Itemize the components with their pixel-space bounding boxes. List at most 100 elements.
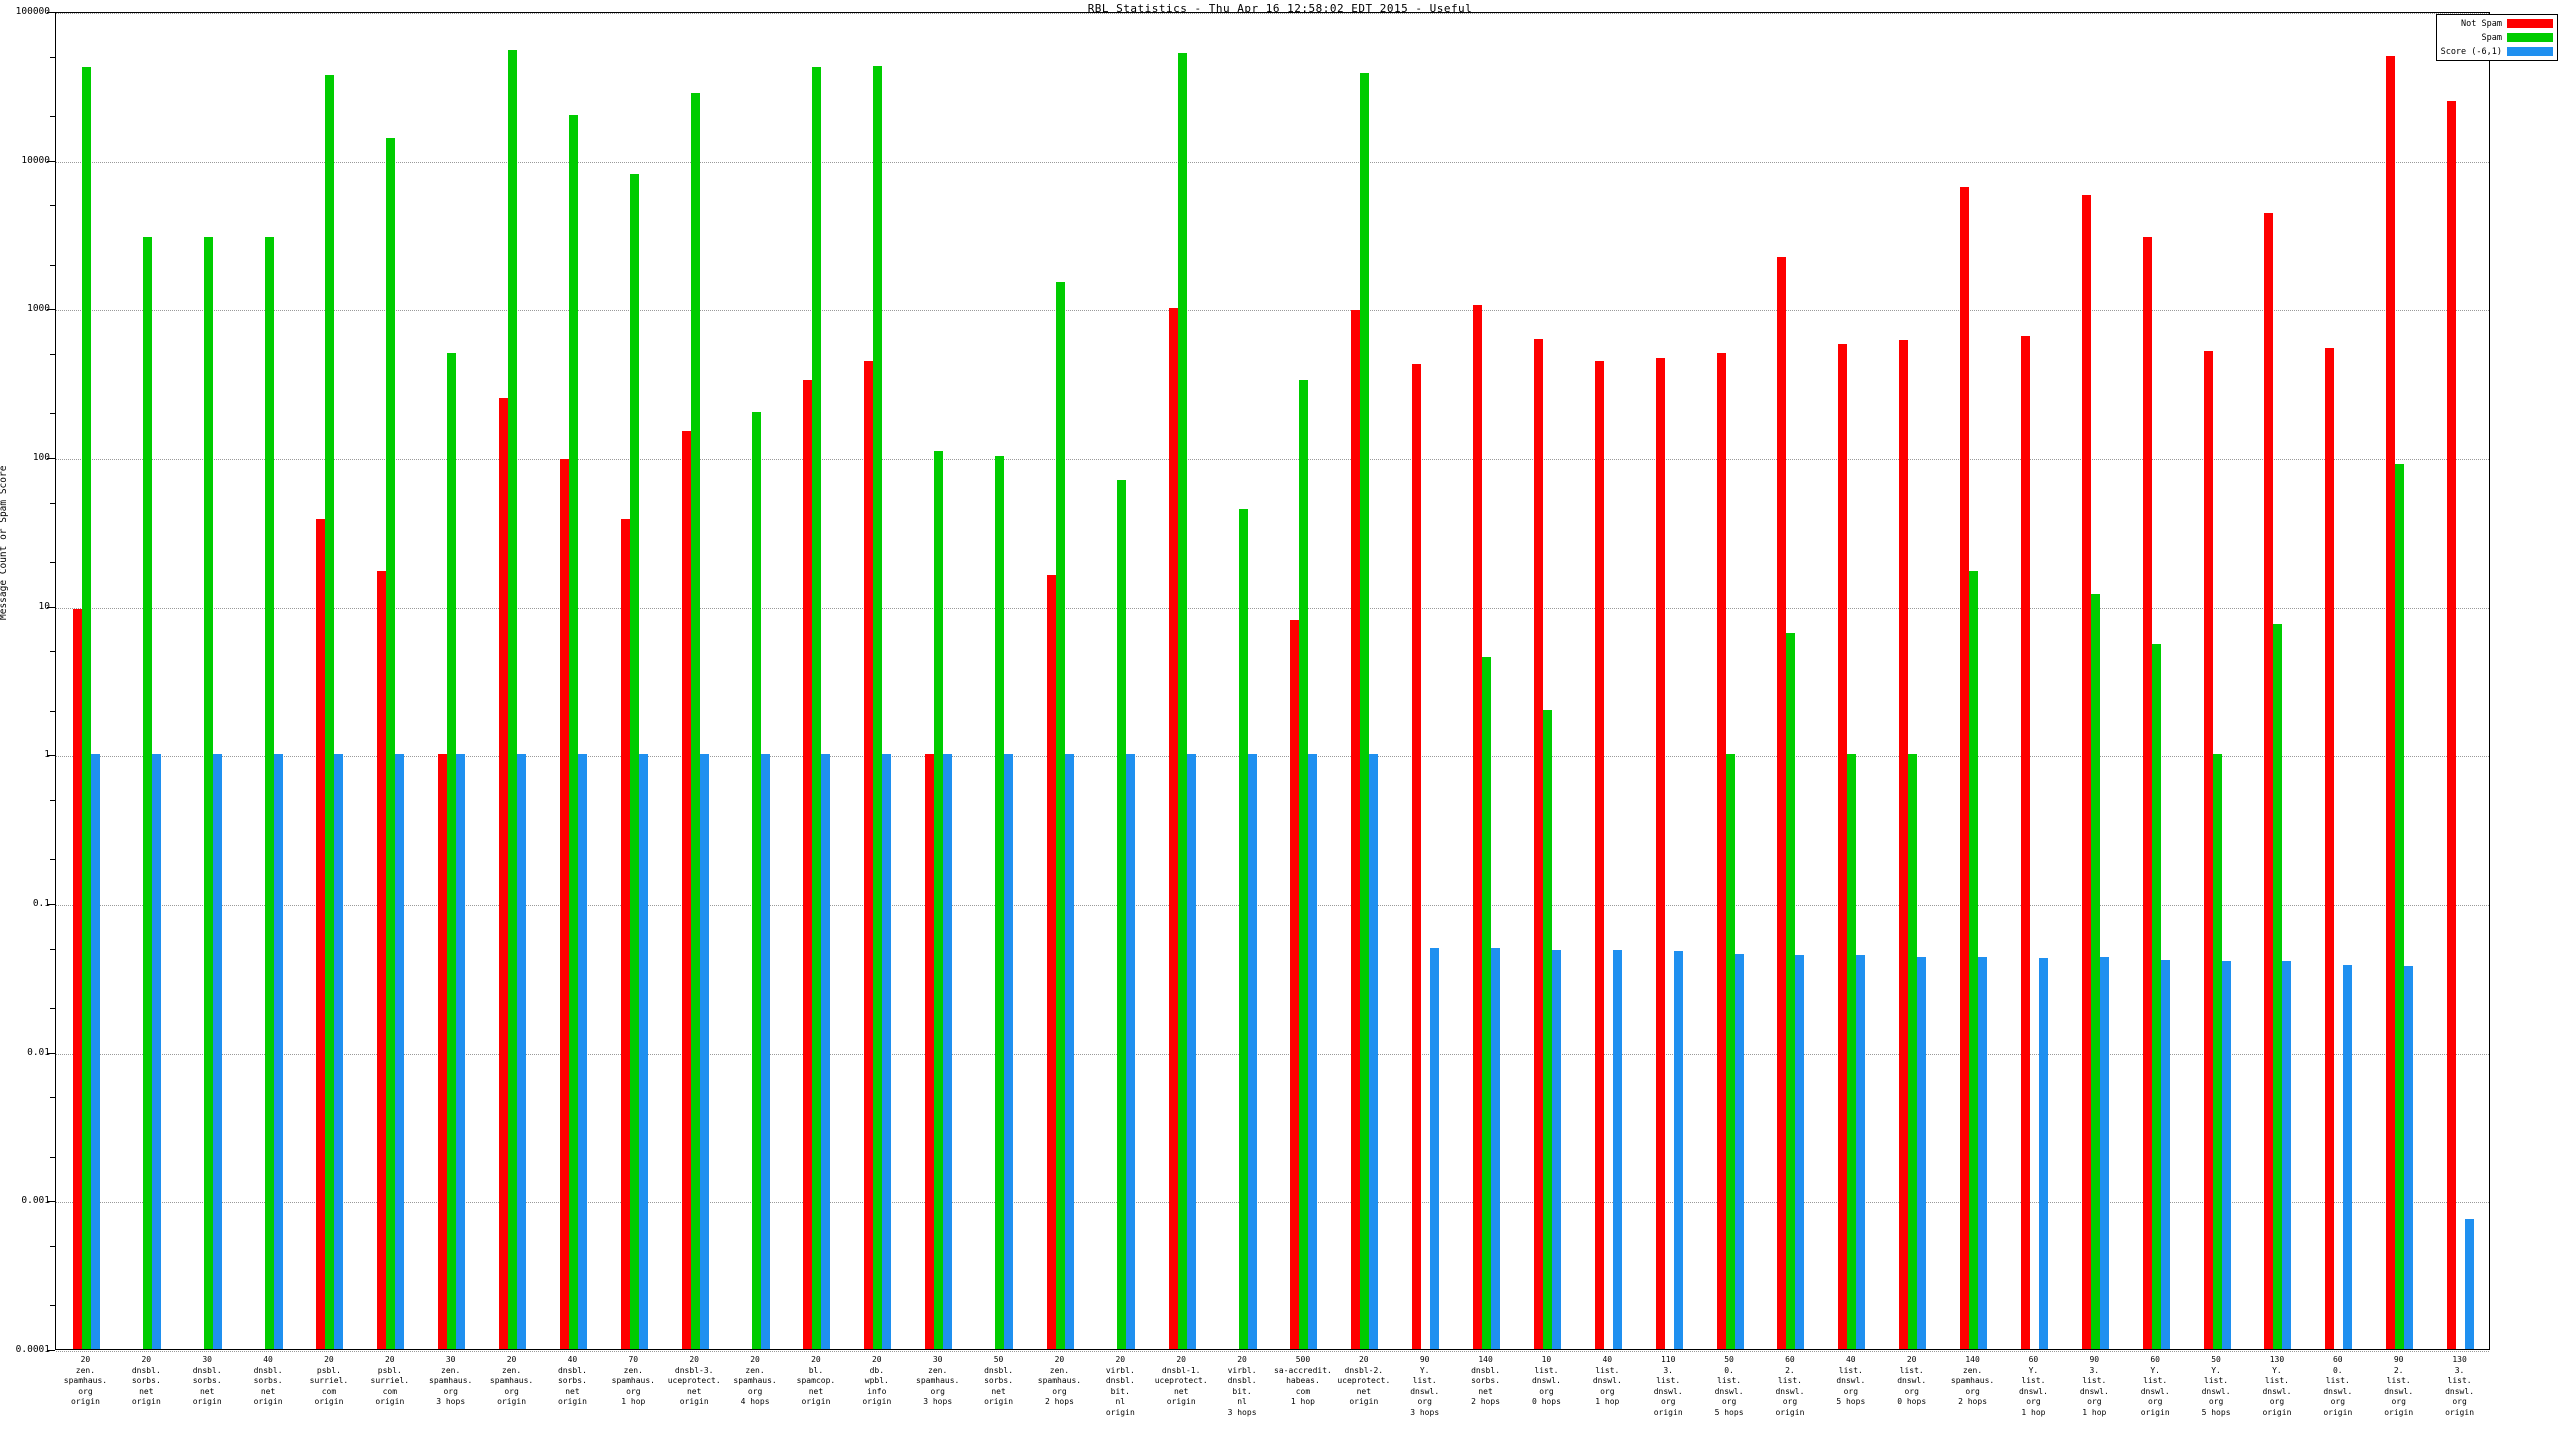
bar-score [2038,958,2048,1349]
bar-spam [1055,282,1065,1349]
bar-not-spam [803,379,813,1349]
bar-not-spam [1838,343,1848,1349]
bar-spam [1847,754,1857,1349]
x-tick-label: 110 3. list. dnswl. org origin [1653,1355,1683,1417]
grid-line-major [56,1202,2489,1204]
grid-line-major [56,1351,2489,1352]
x-tick-label: 40 dnsbl. sorbs. net origin [253,1355,283,1406]
x-axis-labels: 20 zen. spamhaus. org origin 20 dnsbl. so… [55,1355,2490,1435]
bar-spam [1542,709,1552,1349]
x-tick-label: 50 dnsbl. sorbs. net origin [984,1355,1014,1406]
bar-group [2447,13,2475,1349]
x-tick-label: 140 dnsbl. sorbs. net 2 hops [1471,1355,1501,1406]
bar-not-spam [2203,350,2213,1349]
x-tick-label: 20 dnsbl-2. uceprotect. net origin [1337,1355,1391,1406]
bar-not-spam [1290,620,1300,1349]
bar-not-spam [1655,358,1665,1349]
bar-spam [629,174,639,1349]
x-tick-label: 60 0. list. dnswl. org origin [2323,1355,2353,1417]
bar-group [1838,13,1866,1349]
x-tick-label: 20 zen. spamhaus. org 4 hops [733,1355,777,1406]
bar-group [1290,13,1318,1349]
grid-line-major [56,161,2489,163]
bar-group [2264,13,2292,1349]
bar-group [1777,13,1805,1349]
grid-line-major [56,607,2489,609]
x-tick-label: 60 Y. list. dnswl. org 1 hop [2018,1355,2048,1417]
y-tick-label: 10000 [21,154,50,166]
x-tick-label: 40 list. dnswl. org 1 hop [1592,1355,1622,1406]
grid-line-major [56,756,2489,758]
bar-not-spam [72,608,82,1349]
bar-score [90,754,100,1349]
y-tick-minor [50,1007,55,1009]
bar-score [1308,754,1318,1349]
bar-group [620,13,648,1349]
legend-swatch [2507,33,2553,42]
bar-group [195,13,222,1349]
bar-spam [325,75,335,1349]
bar-spam [1969,571,1979,1349]
bar-score [1369,754,1379,1349]
bar-group [2142,13,2170,1349]
bar-not-spam [620,519,630,1349]
bar-score [1795,955,1805,1349]
bar-not-spam [316,519,326,1349]
bar-group [2386,13,2414,1349]
x-tick-label: 20 psbl. surriel. com origin [309,1355,349,1406]
bar-group [2020,13,2048,1349]
bar-score [1734,953,1744,1349]
bar-spam [812,67,822,1349]
bar-series-container [56,13,2489,1349]
y-tick [47,1201,55,1203]
bar-group [499,13,527,1349]
bar-score [943,754,953,1349]
x-tick-label: 20 zen. spamhaus. org origin [489,1355,534,1406]
plot-area [55,12,2490,1352]
x-tick-label: 500 sa-accredit. habeas. com 1 hop [1274,1355,1332,1406]
bar-spam [751,412,761,1349]
bar-spam [2273,624,2283,1349]
x-tick-label: 20 dnsbl-3. uceprotect. net origin [667,1355,721,1406]
bar-group [438,13,466,1349]
x-tick-label: 40 list. dnswl. org 5 hops [1836,1355,1866,1406]
bar-spam [508,49,518,1349]
y-tick-minor [50,651,55,653]
bar-score [1491,948,1501,1349]
bar-score [334,754,344,1349]
bar-score [1125,754,1135,1349]
bar-score [273,754,283,1349]
chart-title: RBL Statistics - Thu Apr 16 12:58:02 EDT… [1087,2,1473,15]
bar-not-spam [681,430,691,1349]
bar-group [803,13,831,1349]
bar-group [1351,13,1379,1349]
x-tick-label: 10 list. dnswl. org 0 hops [1531,1355,1561,1406]
y-tick [47,458,55,459]
bar-spam [2395,463,2405,1349]
legend-swatch [2507,19,2553,28]
bar-score [395,754,405,1349]
bar-spam [2151,644,2161,1349]
bar-not-spam [1473,305,1483,1349]
bar-spam [873,65,883,1349]
x-tick-label: 30 zen. spamhaus. org 3 hops [429,1355,473,1406]
grid-line-major [56,13,2489,14]
y-tick-minor [50,1305,55,1307]
bar-not-spam [1899,340,1909,1349]
bar-not-spam [1960,187,1970,1349]
x-tick-label: 50 0. list. dnswl. org 5 hops [1714,1355,1744,1417]
bar-group [681,13,709,1349]
bar-spam [2090,593,2100,1349]
x-tick-label: 130 Y. list. dnswl. org origin [2262,1355,2292,1417]
x-tick-label: 90 Y. list. dnswl. org 3 hops [1410,1355,1440,1417]
bar-score [1430,948,1440,1349]
bar-not-spam [438,754,448,1349]
y-tick [47,1350,55,1351]
bar-spam [568,114,578,1349]
bar-score [517,754,527,1349]
bar-score [1551,949,1561,1349]
y-tick [47,1052,55,1054]
bar-not-spam [377,571,387,1349]
x-tick-label: 20 zen. spamhaus. org 2 hops [1037,1355,1082,1406]
bar-score [1064,754,1074,1349]
